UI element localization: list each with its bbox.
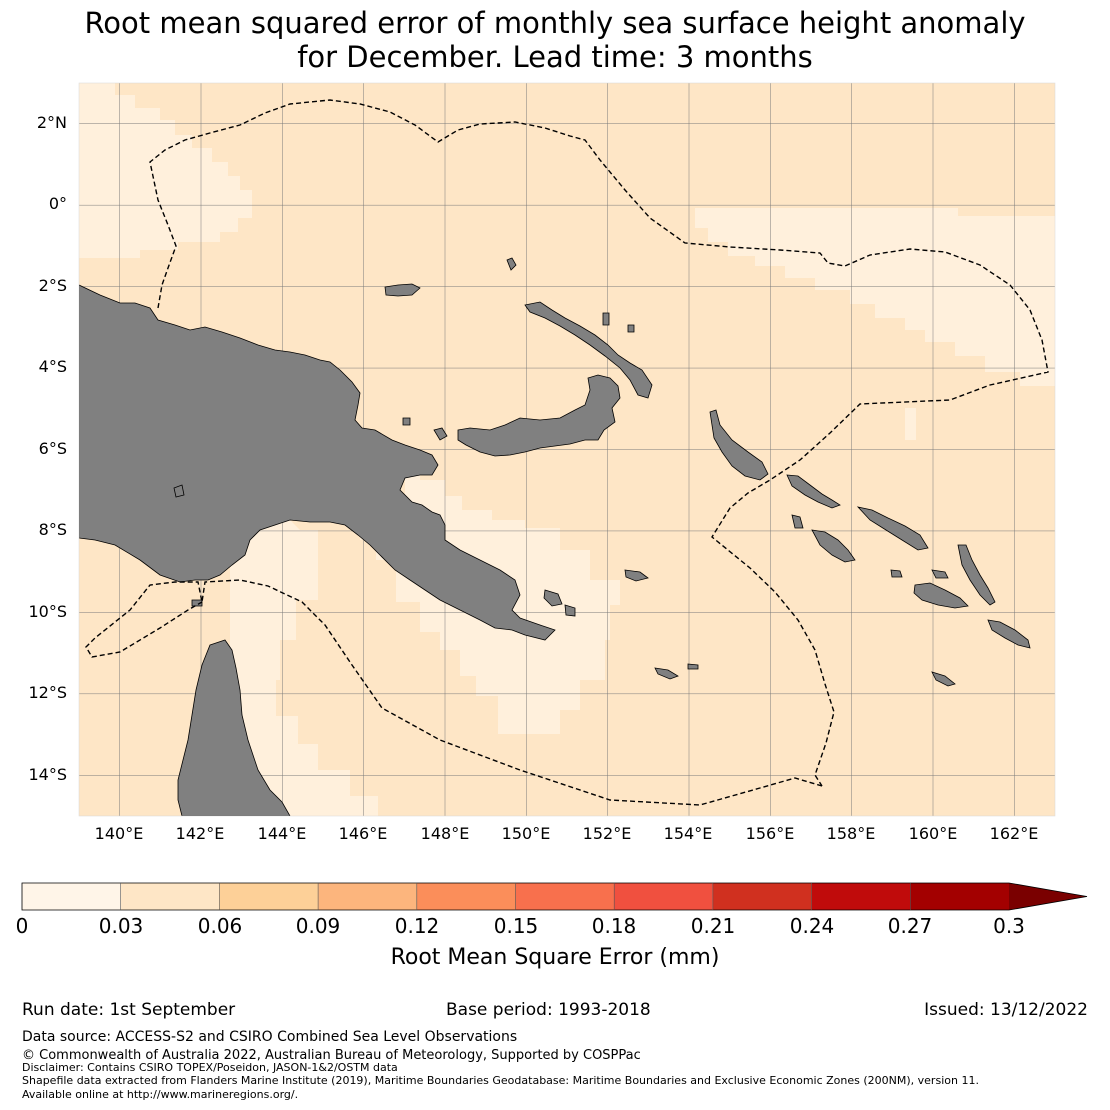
small-island-3 xyxy=(627,324,635,333)
small-island-5 xyxy=(433,427,448,441)
chart-title-line-1: Root mean squared error of monthly sea s… xyxy=(84,6,1026,40)
colorbar-segment-3 xyxy=(318,883,417,910)
low-error-area-patch xyxy=(905,408,916,440)
dentrecasteaux-island-1 xyxy=(543,589,563,607)
land-masses xyxy=(79,257,1031,816)
lon-label-156E: 156°E xyxy=(745,824,795,843)
chart-title-line-2: for December. Lead time: 3 months xyxy=(297,40,813,74)
lat-label-8S: 8°S xyxy=(38,520,67,539)
guadalcanal-island xyxy=(913,582,969,609)
lat-label-10S: 10°S xyxy=(28,602,67,621)
dentrecasteaux-island-2 xyxy=(564,604,576,617)
colorbar-segment-6 xyxy=(614,883,713,910)
issued-date: Issued: 13/12/2022 xyxy=(924,1000,1088,1020)
colorbar-segment-7 xyxy=(712,883,812,910)
new-ireland xyxy=(524,301,653,399)
colorbar-tick-0.27: 0.27 xyxy=(887,914,933,938)
availability-note: Available online at http://www.marinereg… xyxy=(22,1088,299,1101)
lon-label-150E: 150°E xyxy=(501,824,551,843)
lon-label-146E: 146°E xyxy=(338,824,388,843)
eez-boundary xyxy=(85,99,1049,806)
low-error-area-north-west xyxy=(79,83,252,258)
low-error-area-north-east xyxy=(695,208,1055,386)
colorbar-tick-0.24: 0.24 xyxy=(789,914,835,938)
rennell-island xyxy=(931,671,956,687)
lon-label-158E: 158°E xyxy=(826,824,876,843)
malaita-island xyxy=(957,544,996,606)
lon-label-144E: 144°E xyxy=(257,824,307,843)
small-island-2 xyxy=(602,312,610,326)
colorbar-tick-0: 0 xyxy=(15,914,29,938)
small-island-4 xyxy=(402,417,411,426)
shapefile-credit: Shapefile data extracted from Flanders M… xyxy=(22,1074,979,1087)
colorbar-tick-0.15: 0.15 xyxy=(493,914,539,938)
lon-label-162E: 162°E xyxy=(989,824,1039,843)
lon-label-154E: 154°E xyxy=(663,824,713,843)
lon-label-160E: 160°E xyxy=(908,824,958,843)
colorbar-tick-0.21: 0.21 xyxy=(690,914,736,938)
lon-label-142E: 142°E xyxy=(175,824,225,843)
lon-label-140E: 140°E xyxy=(94,824,144,843)
small-island-6 xyxy=(173,484,185,498)
new-britain xyxy=(457,374,621,457)
colorbar-tick-0.03: 0.03 xyxy=(98,914,144,938)
lat-label-12S: 12°S xyxy=(28,683,67,702)
colorbar-tick-0.3: 0.3 xyxy=(993,914,1025,938)
disclaimer: Disclaimer: Contains CSIRO TOPEX/Poseido… xyxy=(22,1061,398,1074)
copyright: © Commonwealth of Australia 2022, Austra… xyxy=(22,1048,641,1063)
colorbar-segment-0 xyxy=(22,883,121,910)
florida-islands xyxy=(931,569,949,579)
cape-york-peninsula xyxy=(177,639,291,816)
lat-label-14S: 14°S xyxy=(28,765,67,784)
colorbar-segment-8 xyxy=(811,883,911,910)
colorbar-segment-9 xyxy=(910,883,1009,910)
colorbar-tick-0.18: 0.18 xyxy=(591,914,637,938)
colorbar-segment-2 xyxy=(219,883,319,910)
run-date: Run date: 1st September xyxy=(22,1000,236,1020)
russell-islands xyxy=(890,569,903,578)
vella-lavella-island xyxy=(791,514,804,529)
colorbar-segment-1 xyxy=(120,883,220,910)
colorbar-segment-5 xyxy=(515,883,615,910)
colorbar-tick-0.09: 0.09 xyxy=(295,914,341,938)
base-period: Base period: 1993-2018 xyxy=(446,1000,651,1020)
data-source: Data source: ACCESS-S2 and CSIRO Combine… xyxy=(22,1029,518,1045)
colorbar-tick-0.06: 0.06 xyxy=(197,914,243,938)
colorbar-label: Root Mean Square Error (mm) xyxy=(390,945,720,970)
colorbar-segment-4 xyxy=(416,883,516,910)
colorbar-outline xyxy=(21,882,1088,911)
colorbar-extension-arrow xyxy=(1009,883,1087,910)
bougainville-island xyxy=(709,409,769,481)
lat-label-4S: 4°S xyxy=(38,357,67,376)
map-area xyxy=(79,83,1055,816)
woodlark-island xyxy=(624,569,649,582)
colorbar xyxy=(21,882,1088,911)
makira-island xyxy=(987,619,1031,649)
lat-label-2S: 2°S xyxy=(38,276,67,295)
rossel-island xyxy=(654,667,679,680)
manus-island xyxy=(384,283,421,297)
choiseul-island xyxy=(786,474,841,509)
louisiade-islet xyxy=(687,663,699,670)
new-guinea-mainland xyxy=(79,284,556,641)
lat-label-6S: 6°S xyxy=(38,439,67,458)
lon-label-148E: 148°E xyxy=(420,824,470,843)
lat-label-2N: 2°N xyxy=(36,113,67,132)
colorbar-tick-0.12: 0.12 xyxy=(394,914,440,938)
small-island-1 xyxy=(506,257,517,271)
low-error-area-gulf xyxy=(230,520,378,816)
map-border xyxy=(78,82,1056,817)
small-island-7 xyxy=(191,599,203,607)
lat-label-0: 0° xyxy=(48,194,67,213)
santa-isabel-island xyxy=(856,506,929,551)
lon-label-152E: 152°E xyxy=(582,824,632,843)
new-georgia-island xyxy=(811,529,856,563)
